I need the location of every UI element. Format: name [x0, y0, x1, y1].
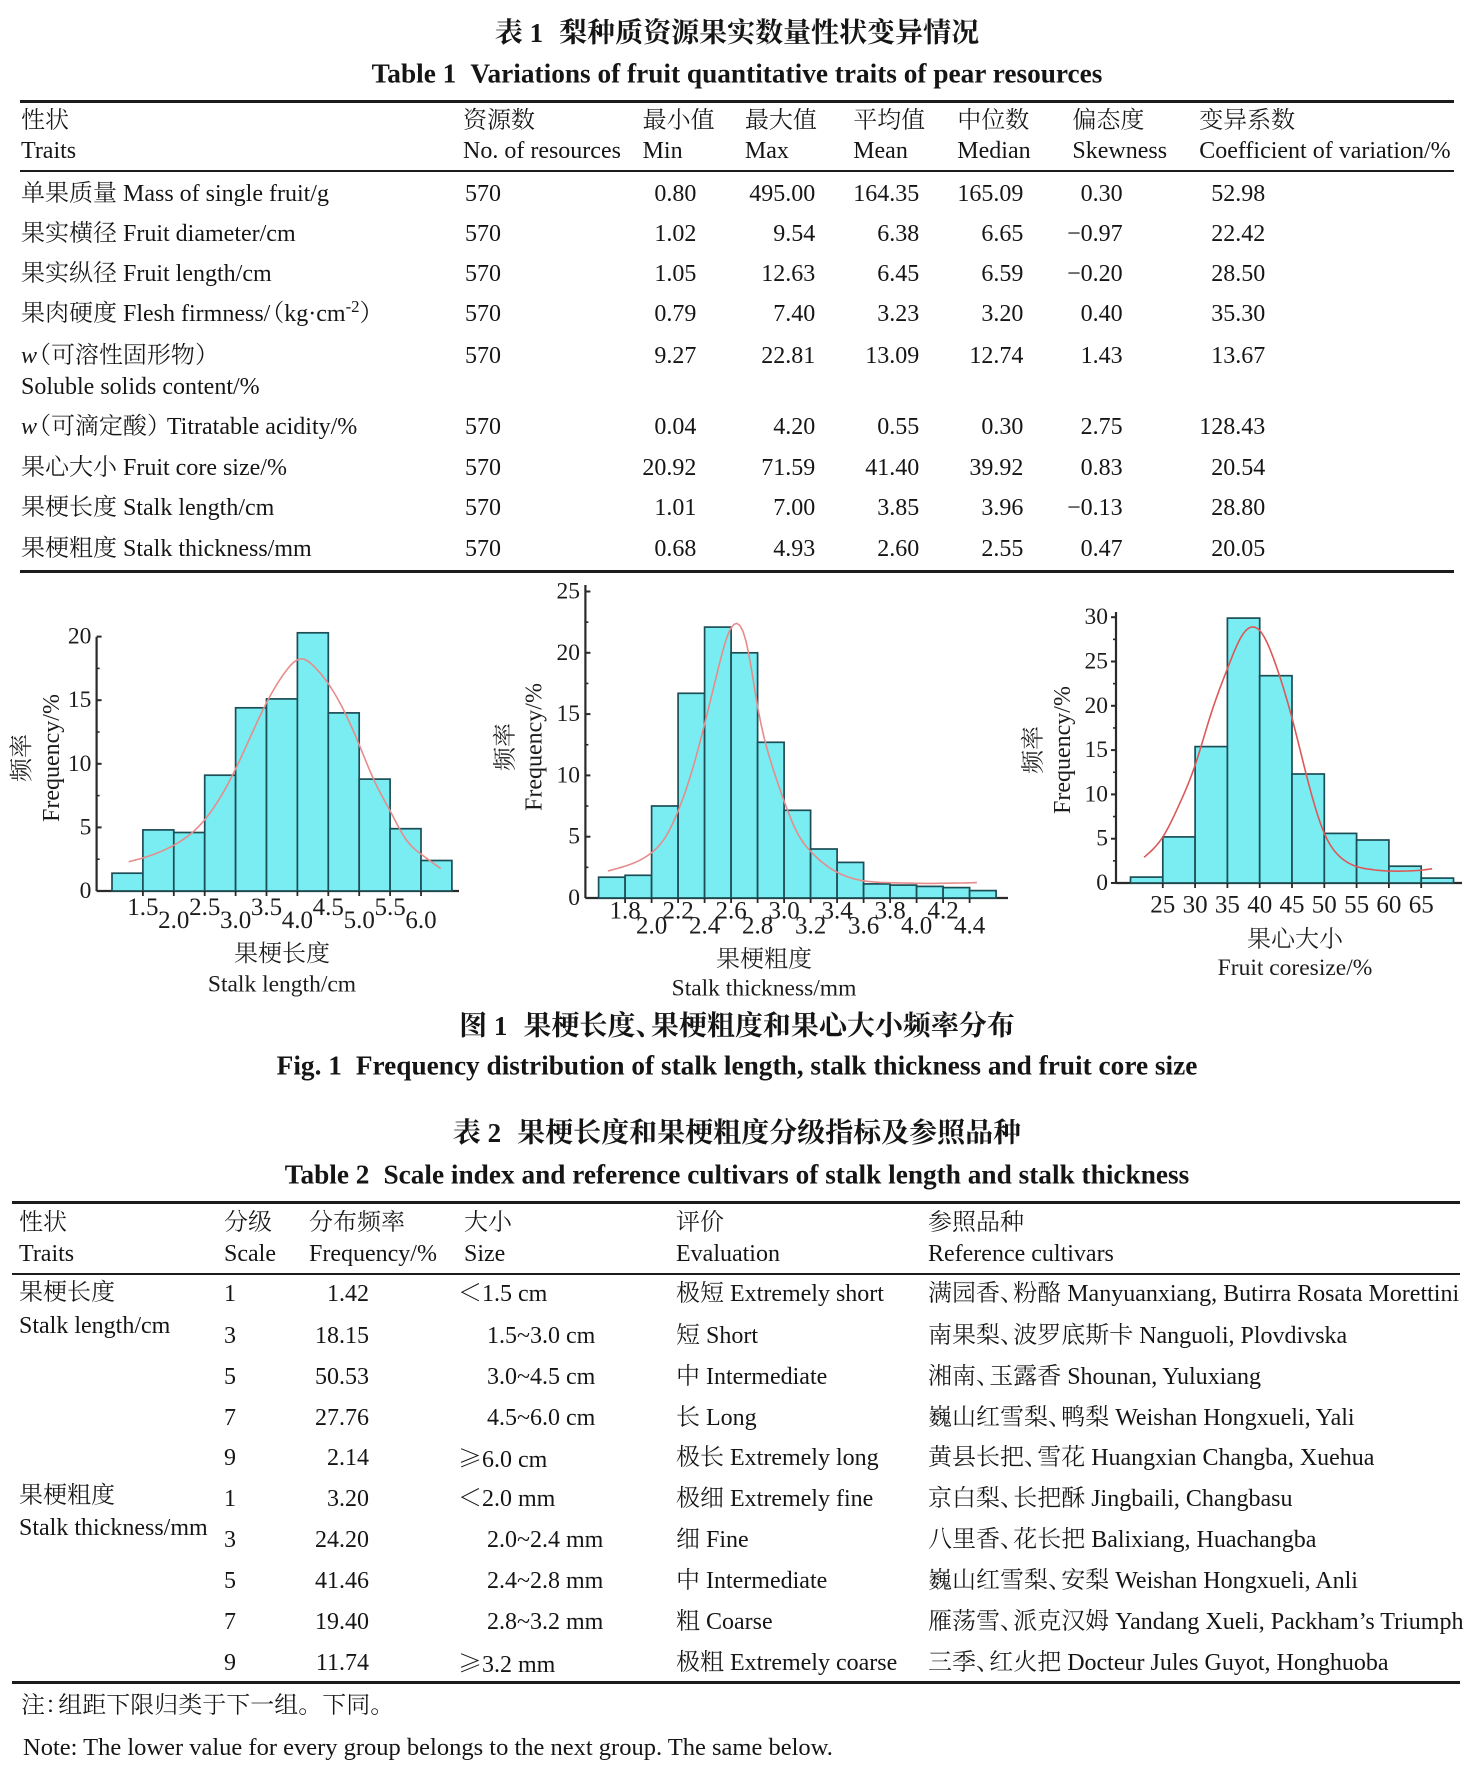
svg-text:0: 0: [568, 885, 580, 911]
svg-text:25: 25: [1085, 649, 1109, 675]
svg-text:6.0: 6.0: [405, 907, 436, 934]
svg-text:10: 10: [1085, 781, 1109, 807]
svg-text:30: 30: [1085, 604, 1109, 630]
svg-text:4.0: 4.0: [901, 913, 932, 940]
svg-text:20: 20: [557, 640, 581, 666]
svg-text:Stalk length/cm: Stalk length/cm: [208, 972, 356, 998]
svg-text:Stalk thickness/mm: Stalk thickness/mm: [672, 976, 857, 1002]
svg-text:35: 35: [1215, 892, 1240, 919]
svg-text:5.5: 5.5: [374, 894, 405, 921]
svg-text:1.8: 1.8: [609, 898, 640, 925]
svg-text:3.0: 3.0: [220, 907, 251, 934]
svg-text:2.2: 2.2: [662, 898, 693, 925]
svg-text:果梗长度: 果梗长度: [234, 941, 330, 968]
svg-text:1.5: 1.5: [127, 894, 158, 921]
svg-text:4.5: 4.5: [313, 894, 344, 921]
svg-text:4.4: 4.4: [954, 913, 986, 940]
svg-text:Frequency/%: Frequency/%: [522, 683, 548, 811]
svg-text:15: 15: [557, 701, 581, 727]
svg-text:2.5: 2.5: [189, 894, 220, 921]
svg-text:3.0: 3.0: [768, 898, 799, 925]
svg-text:25: 25: [1150, 892, 1175, 919]
svg-text:3.5: 3.5: [251, 894, 282, 921]
svg-text:10: 10: [68, 751, 92, 777]
svg-text:2.0: 2.0: [158, 907, 189, 934]
svg-text:10: 10: [557, 762, 581, 788]
svg-text:15: 15: [1085, 737, 1109, 763]
svg-text:果梗粗度: 果梗粗度: [716, 946, 812, 973]
svg-text:20: 20: [68, 624, 92, 650]
svg-text:45: 45: [1280, 892, 1305, 919]
svg-text:频率: 频率: [492, 723, 519, 771]
svg-text:3.2: 3.2: [795, 913, 826, 940]
svg-text:3.4: 3.4: [821, 898, 853, 925]
svg-text:5.0: 5.0: [344, 907, 375, 934]
svg-text:30: 30: [1183, 892, 1208, 919]
svg-text:50: 50: [1312, 892, 1337, 919]
svg-text:4.2: 4.2: [927, 898, 958, 925]
svg-text:2.6: 2.6: [715, 898, 746, 925]
svg-text:频率: 频率: [9, 734, 36, 782]
svg-text:3.8: 3.8: [874, 898, 905, 925]
svg-text:60: 60: [1376, 892, 1401, 919]
svg-text:2.4: 2.4: [689, 913, 721, 940]
svg-text:2.8: 2.8: [742, 913, 773, 940]
svg-text:0: 0: [80, 878, 92, 904]
svg-text:55: 55: [1344, 892, 1369, 919]
svg-text:Frequency/%: Frequency/%: [1050, 686, 1076, 814]
svg-text:25: 25: [557, 579, 581, 605]
svg-text:65: 65: [1409, 892, 1434, 919]
svg-text:0: 0: [1096, 870, 1108, 896]
svg-text:果心大小: 果心大小: [1247, 926, 1343, 953]
svg-text:2.0: 2.0: [636, 913, 667, 940]
svg-text:Fruit coresize/%: Fruit coresize/%: [1218, 955, 1373, 981]
svg-text:5: 5: [1096, 826, 1108, 852]
svg-text:4.0: 4.0: [282, 907, 313, 934]
svg-text:3.6: 3.6: [848, 913, 879, 940]
svg-text:Frequency/%: Frequency/%: [39, 694, 65, 822]
svg-text:5: 5: [80, 814, 92, 840]
svg-text:40: 40: [1247, 892, 1272, 919]
svg-text:20: 20: [1085, 693, 1109, 719]
svg-text:5: 5: [568, 824, 580, 850]
svg-text:15: 15: [68, 687, 92, 713]
svg-text:频率: 频率: [1020, 726, 1047, 774]
